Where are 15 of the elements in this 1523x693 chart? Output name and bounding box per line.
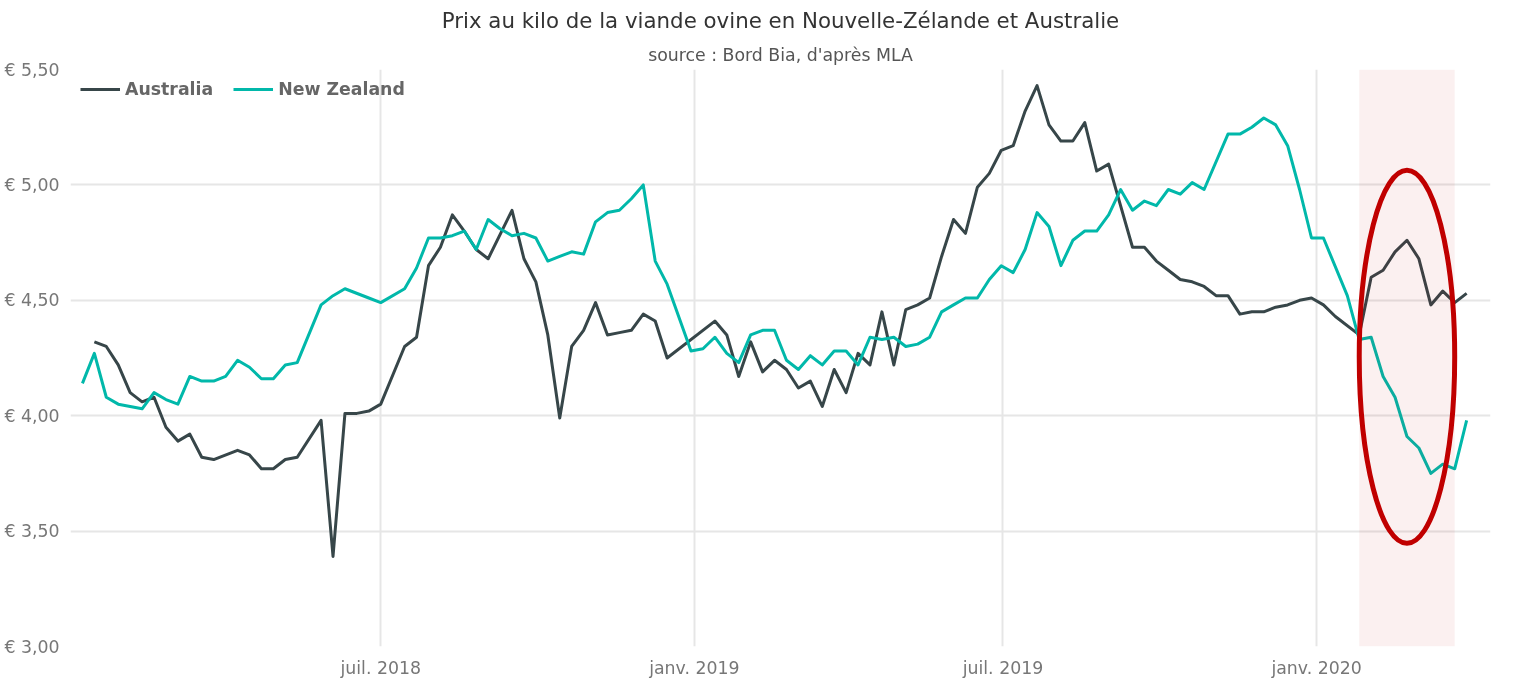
chart-subtitle: source : Bord Bia, d'après MLA — [648, 44, 914, 65]
y-tick-label: € 4,50 — [4, 290, 60, 311]
legend-label: Australia — [125, 79, 214, 99]
chart-title: Prix au kilo de la viande ovine en Nouvelle-Zélande et Australie — [441, 7, 1120, 33]
x-tick-label: janv. 2020 — [1270, 657, 1362, 678]
line-series — [80, 116, 1469, 475]
y-tick-label: € 5,50 — [4, 59, 60, 80]
x-tick-label: juil. 2018 — [339, 657, 422, 678]
legend-label: New Zealand — [278, 79, 405, 99]
y-tick-label: € 4,00 — [4, 405, 60, 426]
y-tick-label: € 5,00 — [4, 174, 60, 195]
y-tick-label: € 3,00 — [4, 636, 60, 657]
y-tick-label: € 3,50 — [4, 521, 60, 542]
x-tick-label: juil. 2019 — [961, 657, 1044, 678]
x-tick-label: janv. 2019 — [648, 657, 740, 678]
